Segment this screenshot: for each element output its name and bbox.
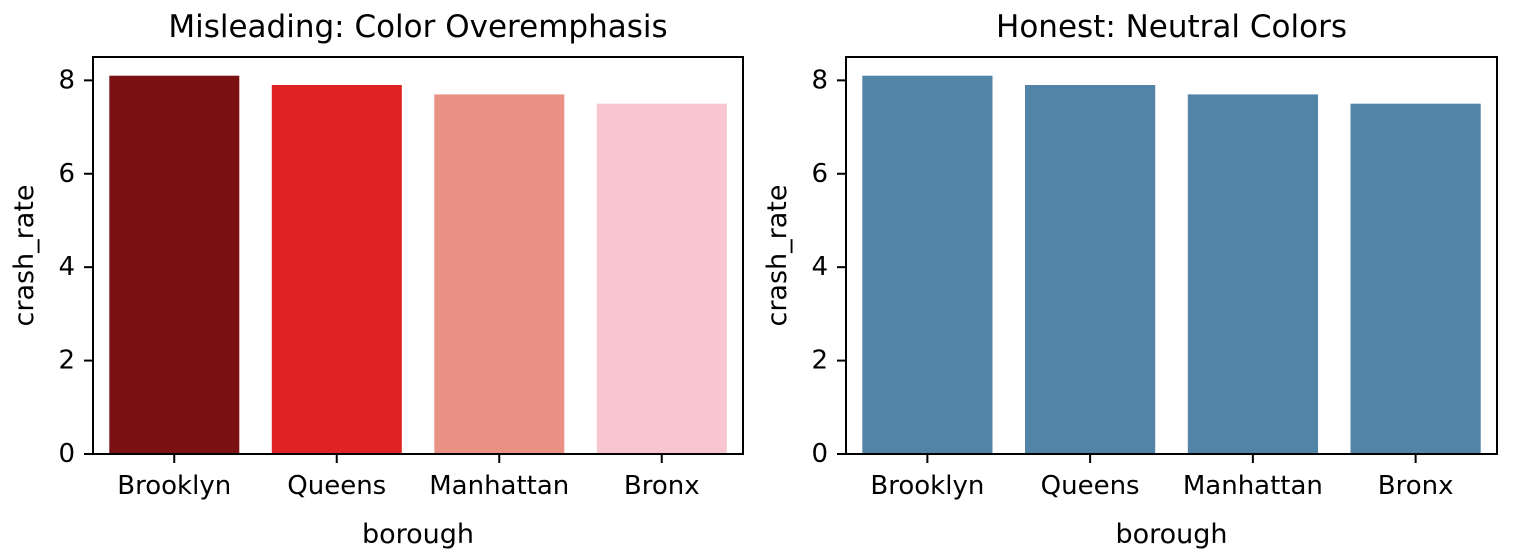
x-axis-label: borough (1115, 519, 1227, 550)
y-tick-label: 2 (58, 346, 75, 376)
chart-title: Honest: Neutral Colors (996, 9, 1347, 45)
y-tick-label: 6 (811, 159, 828, 189)
chart-panel-1: 0 2 4 6 8 Brooklyn Queens Manhattan Bronx Honest:… (762, 9, 1498, 550)
x-tick-label: Queens (1041, 471, 1140, 501)
y-tick-label: 8 (58, 65, 75, 95)
bar-brooklyn (109, 75, 240, 454)
y-tick-label: 6 (58, 159, 75, 189)
bar-bronx (596, 103, 727, 454)
y-tick-label: 4 (811, 252, 828, 282)
y-tick-label: 8 (811, 65, 828, 95)
bar-manhattan (1187, 94, 1318, 455)
bar-brooklyn (862, 75, 993, 454)
x-tick-label: Queens (287, 471, 386, 501)
y-tick-label: 2 (811, 346, 828, 376)
x-tick-label: Bronx (624, 471, 700, 501)
bar-bronx (1350, 103, 1481, 454)
chart-panel-0: 0 2 4 6 8 Brooklyn Queens Manhattan Bronx Mislead… (9, 9, 744, 550)
x-tick-label: Bronx (1378, 471, 1454, 501)
x-axis-label: borough (362, 519, 474, 550)
y-tick-label: 0 (58, 439, 75, 469)
x-tick-label: Manhattan (1183, 471, 1323, 501)
bar-queens (1025, 85, 1156, 454)
y-tick-label: 4 (58, 252, 75, 282)
x-tick-label: Manhattan (429, 471, 569, 501)
bar-queens (271, 85, 402, 454)
plot-border (92, 56, 744, 455)
bar-manhattan (434, 94, 565, 455)
x-tick-label: Brooklyn (117, 471, 231, 501)
chart-title: Misleading: Color Overemphasis (168, 9, 667, 45)
y-axis-label: crash_rate (9, 184, 40, 326)
y-tick-label: 0 (811, 439, 828, 469)
plot-border (845, 56, 1498, 455)
y-axis-label: crash_rate (762, 184, 793, 326)
x-tick-label: Brooklyn (870, 471, 984, 501)
